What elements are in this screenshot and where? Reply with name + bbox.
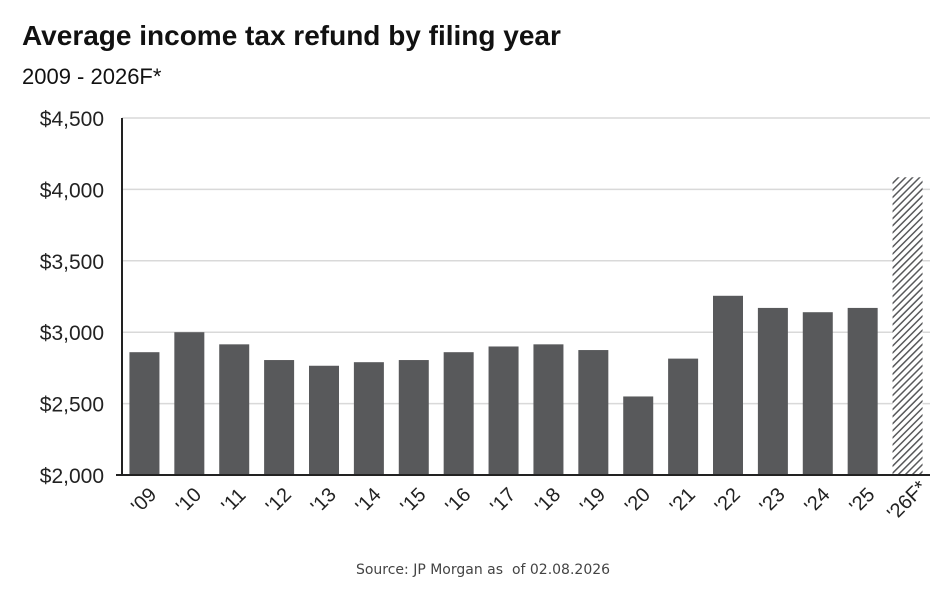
bar (174, 332, 205, 475)
bar (668, 358, 699, 475)
y-tick-label: $4,500 (40, 108, 104, 131)
bar (488, 346, 519, 475)
x-tick-label: '16 (441, 484, 475, 518)
x-tick-label: '21 (666, 484, 700, 518)
x-tick-label: '20 (621, 484, 655, 518)
x-tick-label: '25 (845, 484, 879, 518)
chart-subtitle: 2009 - 2026F* (22, 64, 162, 89)
bar-forecast (892, 177, 923, 475)
bar (533, 344, 564, 475)
x-tick-label: '10 (172, 484, 206, 518)
x-tick-label: '14 (352, 484, 386, 518)
x-tick-label: '24 (801, 484, 835, 518)
x-tick-label: '19 (576, 484, 610, 518)
chart-title: Average income tax refund by filing year (22, 20, 561, 51)
bar (129, 352, 160, 475)
bar (309, 365, 339, 475)
y-tick-label: $3,500 (40, 251, 104, 274)
x-tick-label: '17 (486, 484, 520, 518)
x-tick-label: '22 (711, 484, 745, 518)
y-tick-label: $2,500 (40, 394, 104, 417)
bar (713, 295, 743, 475)
x-tick-label: '12 (262, 484, 296, 518)
x-tick-label: '18 (531, 484, 565, 518)
bar (623, 396, 654, 475)
source-note: Source: JP Morgan as of 02.08.2026 (355, 562, 611, 578)
x-tick-label: '26F* (883, 477, 931, 525)
bar (353, 362, 384, 475)
bar (578, 350, 609, 475)
bar (398, 360, 429, 475)
x-tick-label: '09 (127, 484, 161, 518)
bar (847, 307, 878, 475)
bar (757, 307, 788, 475)
bar (802, 312, 833, 475)
x-tick-label: '23 (756, 484, 790, 518)
y-tick-label: $2,000 (40, 465, 104, 488)
y-tick-label: $3,000 (40, 322, 104, 345)
bar (443, 352, 474, 475)
x-tick-label: '15 (397, 484, 431, 518)
x-tick-label: '11 (218, 484, 251, 517)
bar (264, 360, 295, 475)
x-tick-label: '13 (307, 484, 341, 518)
bar (219, 344, 250, 475)
y-tick-label: $4,000 (40, 179, 104, 202)
